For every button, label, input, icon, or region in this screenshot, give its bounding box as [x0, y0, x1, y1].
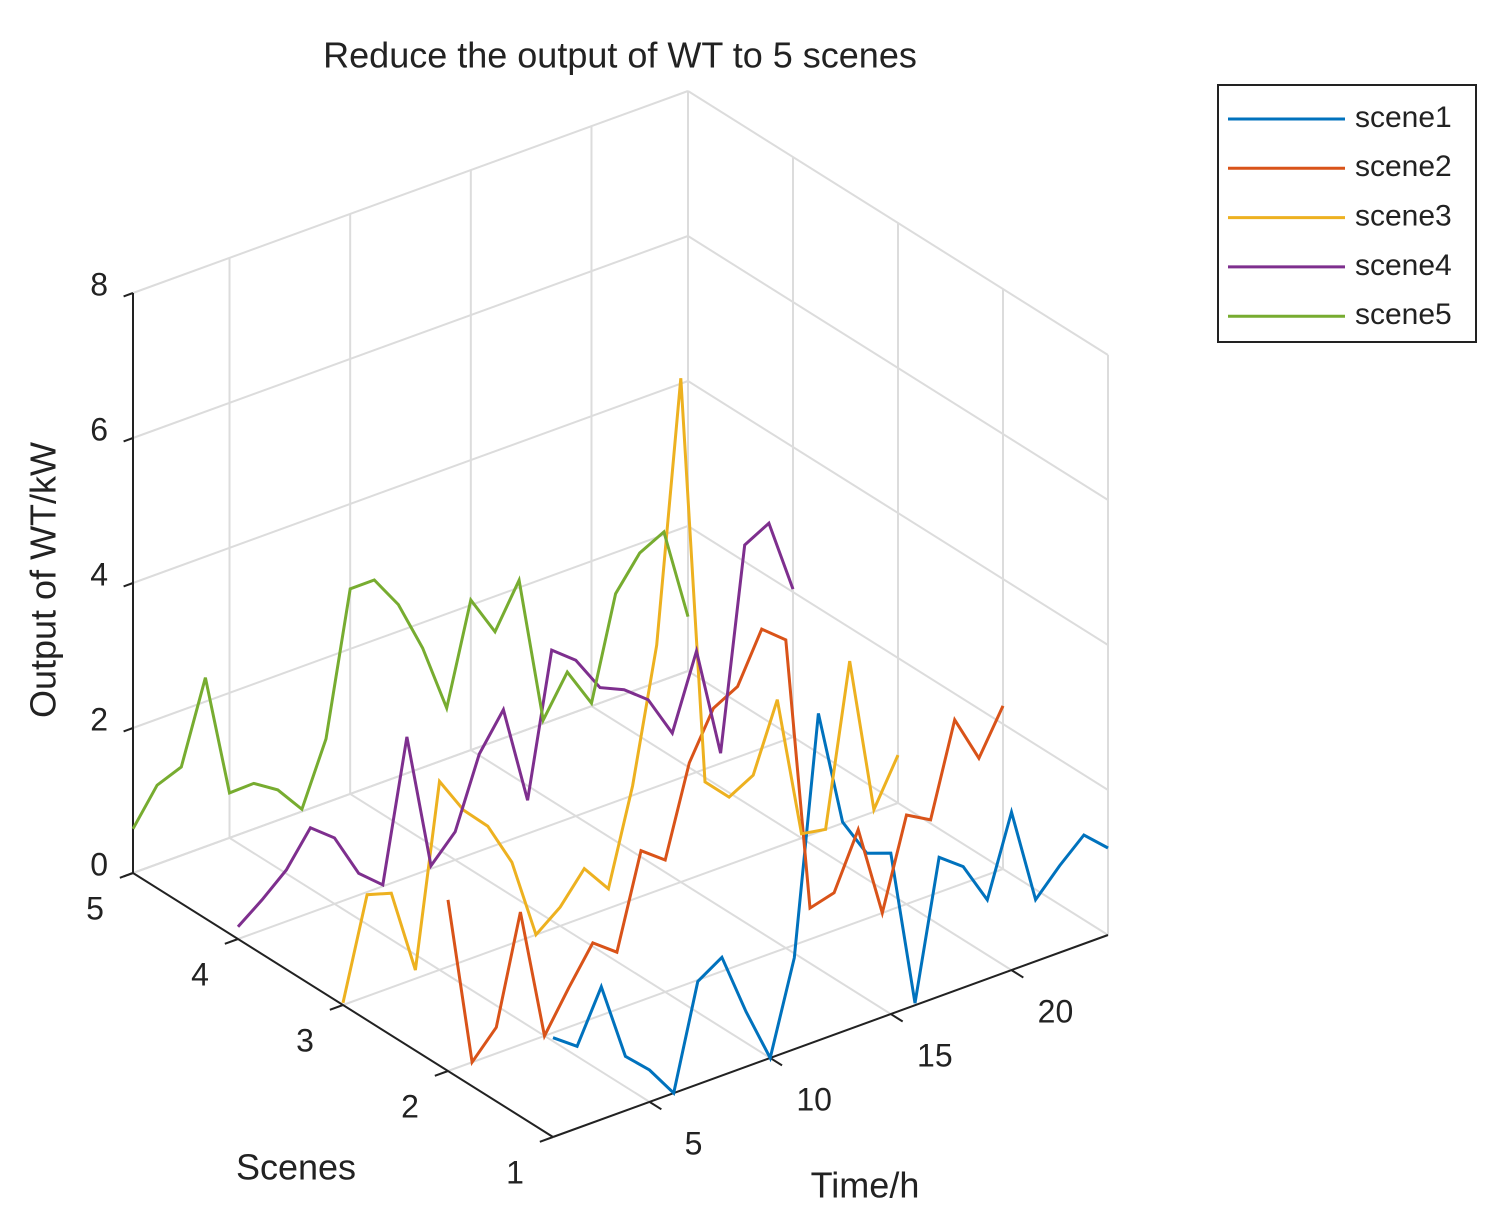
y-tick-label: 4	[191, 956, 209, 992]
y-tick-label: 5	[86, 890, 104, 926]
x-tick-label: 15	[917, 1037, 953, 1073]
x-tick	[769, 1057, 783, 1067]
x-tick	[890, 1013, 904, 1023]
x-tick-label: 5	[685, 1125, 703, 1161]
y-tick	[539, 1136, 554, 1143]
grid-line	[237, 736, 794, 940]
legend-label: scene2	[1355, 150, 1452, 183]
legend-label: scene1	[1355, 101, 1452, 134]
x-tick-label: 20	[1038, 994, 1074, 1030]
z-tick-label: 4	[90, 556, 108, 592]
z-tick-label: 8	[90, 266, 108, 302]
y-tick-label: 1	[506, 1154, 524, 1190]
y-tick-label: 2	[401, 1088, 419, 1124]
grid-line	[687, 525, 1109, 791]
x-tick	[648, 1101, 662, 1111]
grid-line	[132, 90, 689, 294]
z-tick-label: 6	[90, 411, 108, 447]
x-axis-label: Time/h	[811, 1165, 920, 1206]
grid-line	[687, 670, 1109, 936]
legend-label: scene5	[1355, 298, 1452, 331]
legend-label: scene3	[1355, 200, 1452, 233]
z-axis-label: Output of WT/kW	[23, 442, 64, 718]
z-tick	[123, 582, 134, 588]
series-line	[131, 529, 690, 830]
legend-label: scene4	[1355, 249, 1452, 282]
series-line	[552, 713, 1109, 1097]
y-tick-label: 3	[296, 1022, 314, 1058]
x-tick	[1010, 969, 1024, 979]
z-tick-label: 2	[90, 701, 108, 737]
y-tick	[434, 1070, 449, 1077]
legend-box	[1217, 84, 1477, 343]
series-line	[341, 378, 900, 1004]
z-tick	[123, 727, 134, 733]
series-line	[446, 627, 1005, 1067]
x-tick-label: 10	[796, 1081, 832, 1117]
y-tick	[224, 938, 239, 945]
z-tick	[123, 437, 134, 443]
y-tick	[329, 1004, 344, 1011]
y-tick	[119, 872, 134, 879]
grid-line	[687, 235, 1109, 501]
grid-line	[132, 670, 689, 874]
y-axis-label: Scenes	[236, 1147, 356, 1188]
grid-line	[447, 868, 1004, 1072]
series-line	[236, 520, 795, 928]
grid-line	[687, 380, 1109, 646]
grid-line	[687, 90, 1109, 356]
x-axis	[552, 934, 1109, 1138]
grid-line	[132, 380, 689, 584]
grid-line	[132, 235, 689, 439]
chart-title: Reduce the output of WT to 5 scenes	[323, 35, 917, 76]
z-tick-label: 0	[90, 846, 108, 882]
z-tick	[123, 292, 134, 298]
